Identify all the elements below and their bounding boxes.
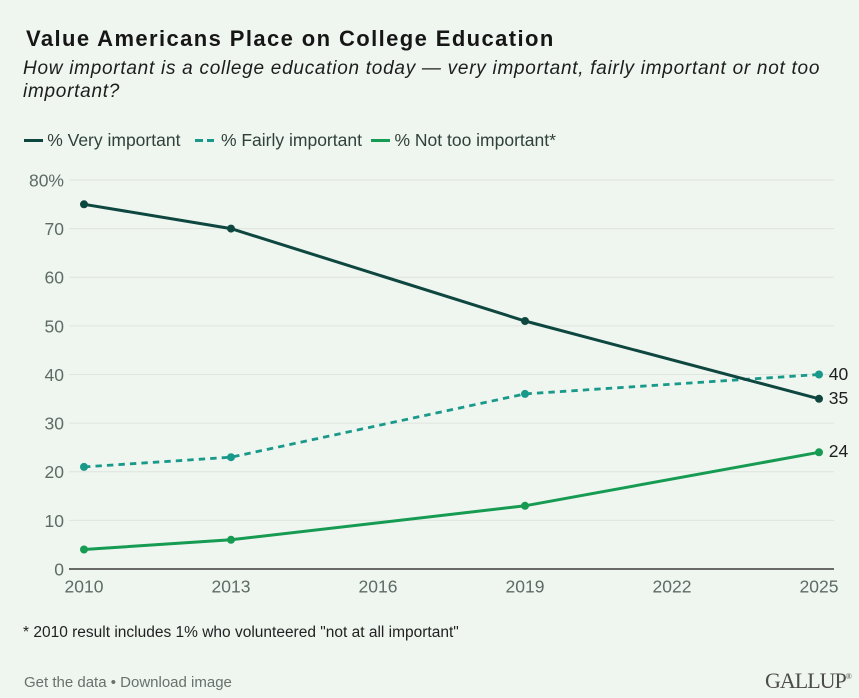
svg-text:35: 35 <box>829 388 848 408</box>
svg-text:60: 60 <box>45 268 65 288</box>
svg-text:40: 40 <box>829 364 849 384</box>
svg-text:2019: 2019 <box>506 577 545 597</box>
svg-text:50: 50 <box>45 316 65 336</box>
svg-text:2013: 2013 <box>212 577 251 597</box>
svg-text:0: 0 <box>54 559 64 579</box>
svg-text:2010: 2010 <box>65 577 104 597</box>
svg-text:40: 40 <box>45 365 65 385</box>
svg-text:80%: 80% <box>29 170 64 190</box>
svg-text:70: 70 <box>45 219 65 239</box>
svg-text:2025: 2025 <box>800 577 839 597</box>
svg-text:2022: 2022 <box>653 577 692 597</box>
svg-text:2016: 2016 <box>359 577 398 597</box>
svg-text:20: 20 <box>45 462 65 482</box>
svg-text:30: 30 <box>45 414 65 434</box>
svg-text:10: 10 <box>45 511 65 531</box>
svg-text:24: 24 <box>829 441 849 461</box>
